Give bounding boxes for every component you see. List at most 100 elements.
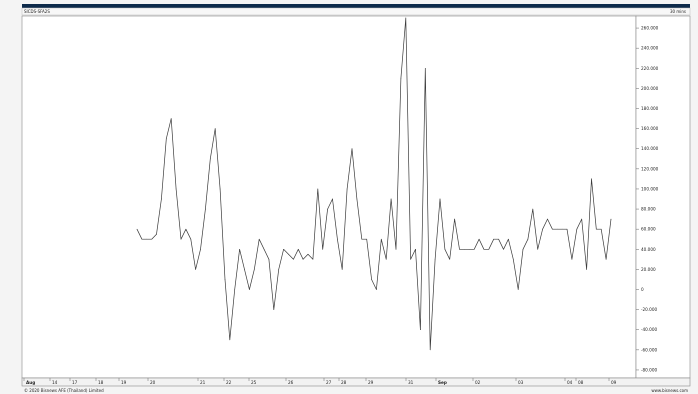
series-layer [136,17,612,351]
data-point [576,228,578,230]
x-tick-label: 19 [121,380,127,385]
data-point [385,258,387,260]
data-point [376,289,377,290]
data-point [337,238,338,240]
x-tick-label: 21 [200,380,206,385]
data-point [239,248,240,250]
data-point [561,228,563,230]
data-point [527,238,529,240]
data-point [151,238,153,240]
y-tick-label: 140.000 [641,146,659,151]
data-point [366,238,368,240]
x-axis-strip [21,377,691,387]
data-point [195,269,196,270]
header-bar [22,4,690,8]
data-point [434,258,436,260]
website-text: www.bisnews.com [651,388,688,393]
y-tick-label: 60.000 [641,227,656,232]
data-point [214,128,216,129]
data-point [234,289,236,290]
data-point [283,248,284,250]
x-tick-label: 22 [226,380,232,385]
data-point [229,339,231,341]
y-tick-label: 20.000 [641,267,656,272]
data-point [165,138,167,140]
data-point [175,188,177,190]
data-point [468,248,470,250]
chart-title: SICDS-SFA2S [24,9,50,14]
x-tick-label: 03 [518,380,524,385]
data-point [556,228,558,230]
data-point [429,349,431,351]
data-point [444,248,446,250]
data-point [185,228,187,230]
y-tick-label: 100.000 [641,186,659,191]
data-point [346,188,348,190]
y-tick-label: 200.000 [641,86,659,91]
y-axis-panel [635,15,691,379]
data-point [483,248,485,250]
data-point [581,218,583,220]
data-point [600,228,602,230]
data-point [517,289,519,290]
y-axis: 260.000 240.000 220.000 200.000 180.000 160.0… [636,26,659,372]
x-tick-label: 20 [150,380,156,385]
y-tick-label: 40.000 [641,247,656,252]
data-point [498,238,499,240]
data-point [532,208,534,210]
data-point [258,238,260,240]
data-point [542,228,543,230]
data-point [200,248,201,250]
copyright-text: © 2020 Bisnews AFE (Thailand) Limited [24,388,104,393]
data-point [322,248,324,250]
title-strip [21,7,691,16]
data-point [605,258,607,260]
y-tick-label: -20.000 [641,307,657,312]
x-tick-label: 02 [475,380,481,385]
data-point [141,238,143,240]
y-tick-label: -80.000 [641,367,657,372]
data-point [488,248,490,250]
data-point [405,17,407,19]
data-point [522,248,524,250]
data-point [244,269,245,270]
data-point [390,198,392,200]
x-axis: Aug 14 17 18 19 20 21 22 25 26 27 28 29 31 Sep 02 03 04 08… [23,378,617,385]
data-point [351,148,353,150]
data-point [161,198,162,200]
x-tick-label: 28 [341,380,347,385]
x-tick-label: 17 [72,380,78,385]
data-point [341,269,343,270]
y-tick-label: 0 [641,287,644,292]
data-point [459,248,460,250]
x-tick-label: 08 [578,380,584,385]
data-point [312,258,314,260]
data-point [449,258,451,260]
data-point [424,67,426,69]
data-point [278,269,280,270]
x-tick-label: Sep [438,380,447,385]
data-point [273,309,275,310]
data-point [288,253,289,255]
y-tick-label: 260.000 [641,26,659,31]
data-point [464,248,465,250]
x-tick-label: 27 [326,380,332,385]
series-line [136,17,612,351]
y-tick-label: 220.000 [641,66,659,71]
data-point [439,198,441,200]
data-point [571,258,573,260]
y-tick-label: 160.000 [641,126,659,131]
data-point [410,258,411,260]
data-point [586,269,587,270]
data-point [209,158,211,160]
data-point [371,279,372,280]
data-point [512,258,514,260]
period-label: 30 mins [670,9,686,14]
x-tick-label: 04 [567,380,573,385]
y-tick-label: -40.000 [641,327,657,332]
data-point [317,188,319,190]
data-point [361,238,363,240]
data-point [493,238,495,240]
